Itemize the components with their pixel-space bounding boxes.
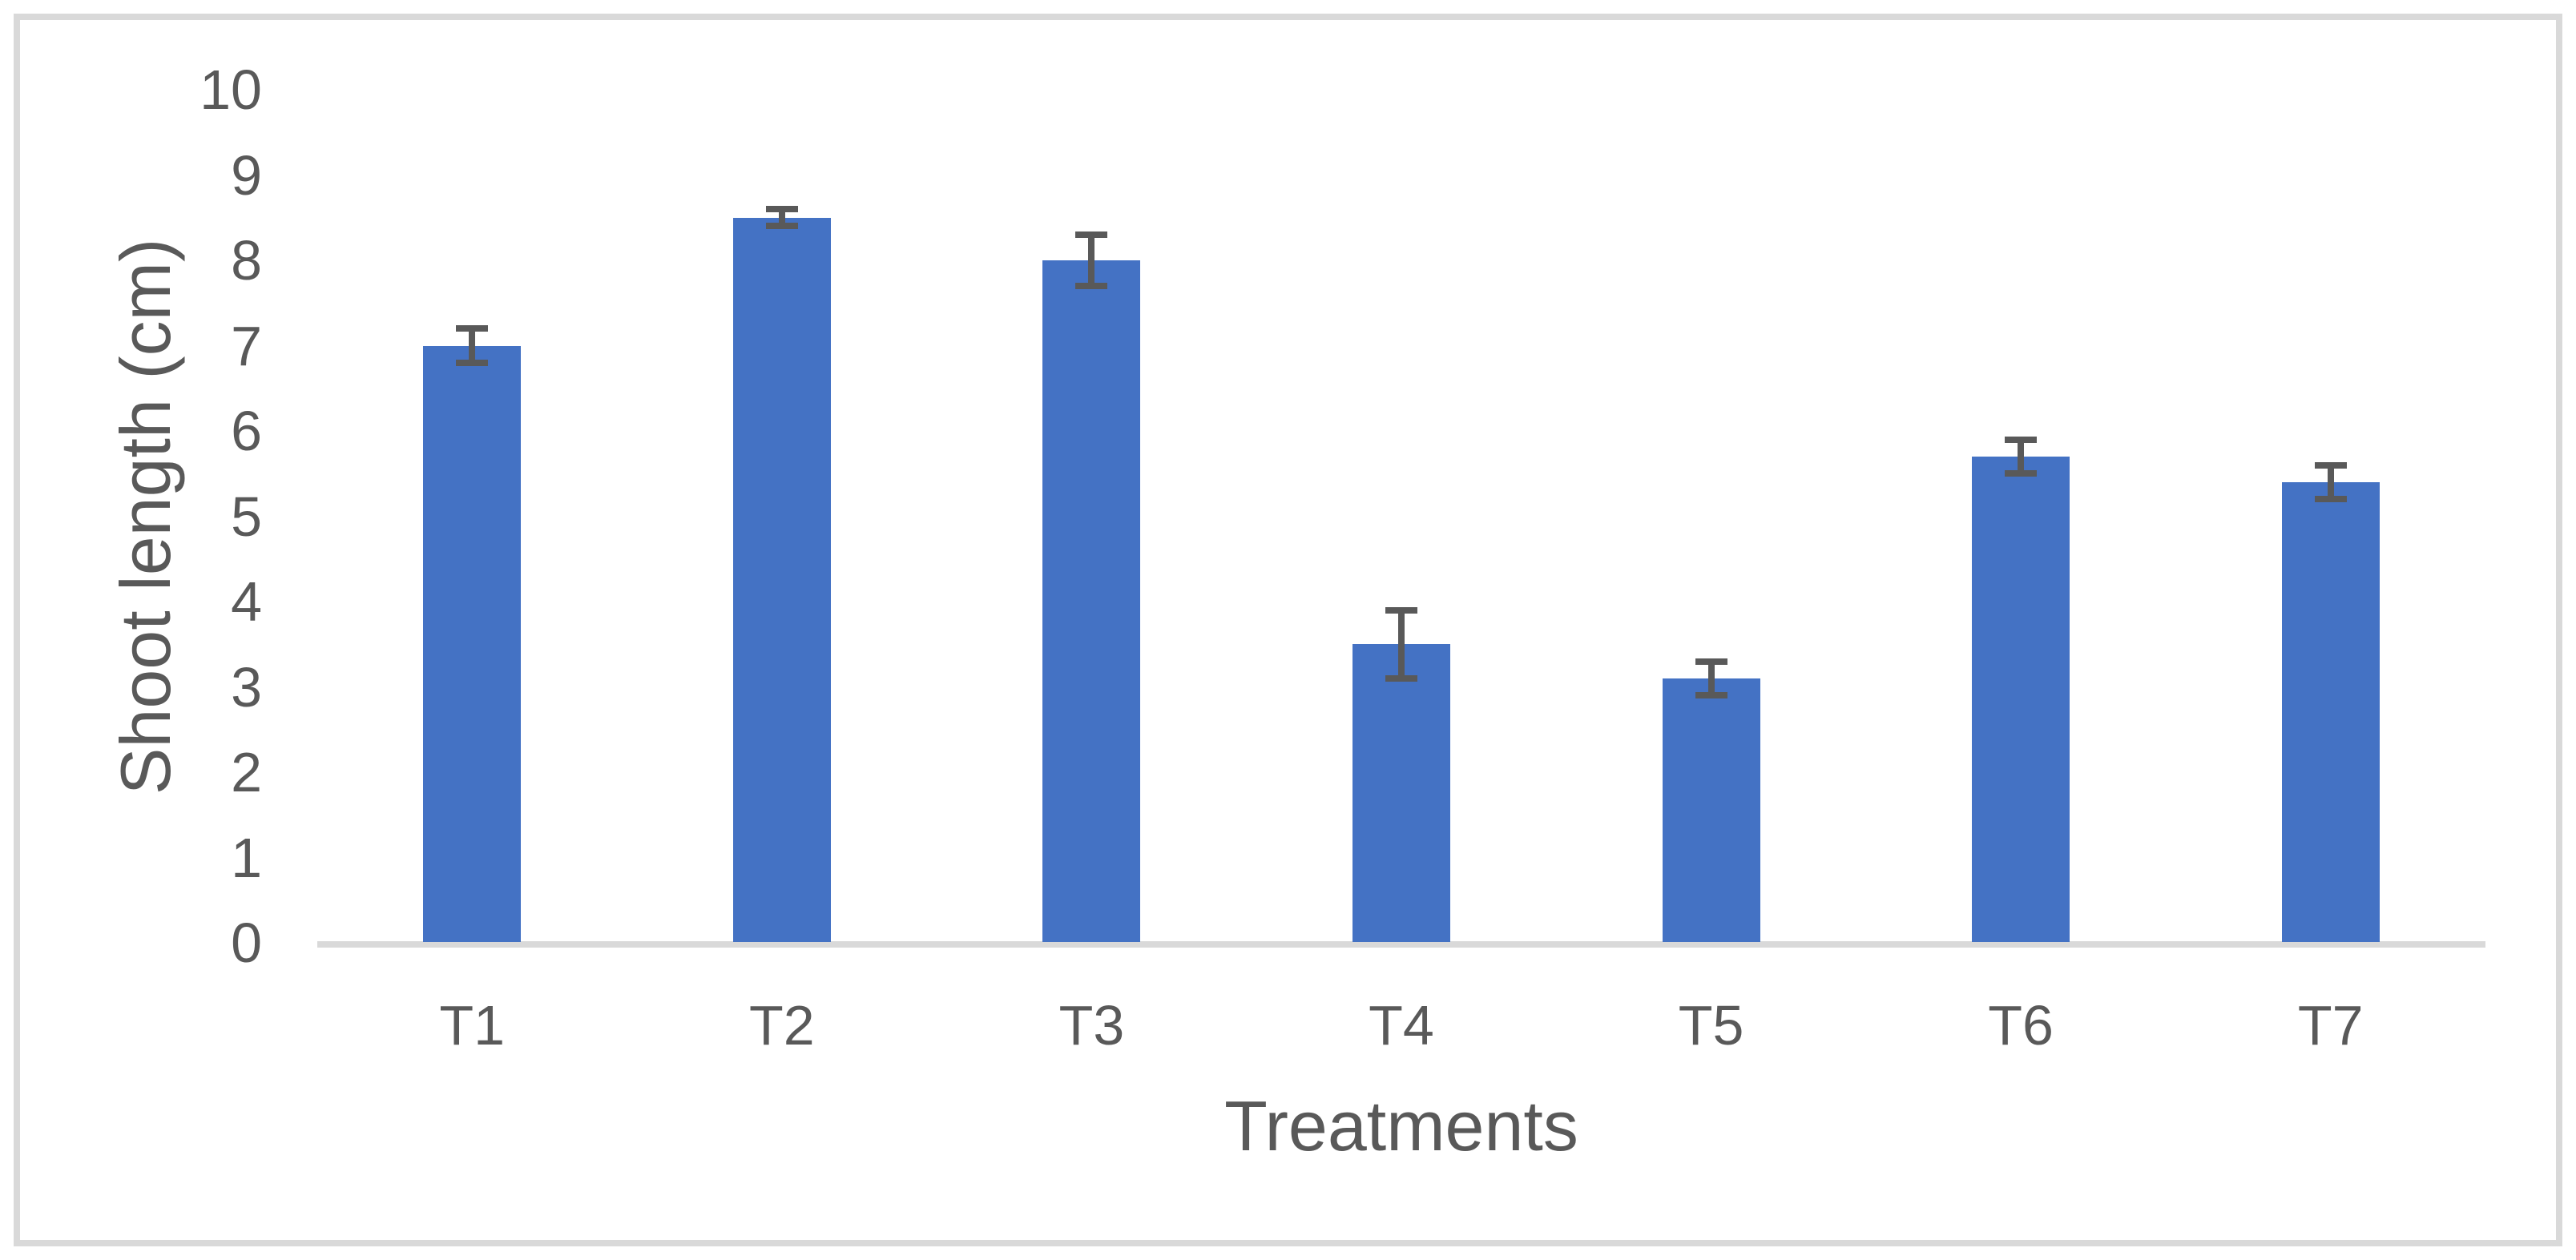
x-axis-line [317, 941, 2485, 948]
x-category-label-T1: T1 [439, 994, 506, 1057]
y-tick-label-2: 2 [231, 741, 262, 803]
error-bar-cap-lower-T3 [1075, 282, 1108, 289]
error-bar-cap-upper-T5 [1695, 658, 1727, 665]
chart-frame-border [14, 14, 2562, 1246]
y-tick-label-0: 0 [231, 912, 262, 974]
y-tick-label-3: 3 [231, 655, 262, 719]
error-bar-line-T4 [1398, 610, 1405, 678]
error-bar-cap-lower-T6 [2005, 470, 2038, 477]
error-bar-line-T3 [1088, 235, 1095, 286]
error-bar-line-T6 [2018, 439, 2025, 474]
error-bar-cap-upper-T7 [2314, 461, 2347, 469]
y-tick-label-1: 1 [231, 826, 262, 889]
bar-T2 [732, 217, 831, 942]
error-bar-line-T2 [778, 209, 785, 227]
bar-T5 [1662, 678, 1760, 942]
x-axis-title: Treatments [1224, 1086, 1578, 1165]
x-category-label-T7: T7 [2297, 994, 2364, 1057]
x-category-label-T3: T3 [1058, 994, 1125, 1057]
error-bar-line-T1 [469, 328, 476, 363]
error-bar-cap-lower-T1 [456, 359, 489, 366]
error-bar-cap-lower-T5 [1695, 692, 1727, 699]
error-bar-cap-upper-T4 [1385, 606, 1417, 614]
y-tick-label-6: 6 [231, 400, 262, 462]
y-tick-label-4: 4 [231, 570, 262, 633]
error-bar-line-T5 [1707, 661, 1715, 696]
error-bar-cap-upper-T2 [765, 206, 798, 213]
error-bar-line-T7 [2327, 465, 2334, 500]
error-bar-cap-upper-T3 [1075, 231, 1108, 239]
error-bar-cap-upper-T1 [456, 325, 489, 332]
y-tick-label-5: 5 [231, 485, 262, 548]
x-category-label-T5: T5 [1678, 994, 1744, 1057]
y-tick-label-7: 7 [231, 314, 262, 377]
error-bar-cap-lower-T7 [2314, 496, 2347, 503]
x-category-label-T4: T4 [1369, 994, 1434, 1057]
x-category-label-T6: T6 [1988, 994, 2054, 1057]
error-bar-cap-lower-T2 [765, 223, 798, 230]
bar-T1 [423, 345, 522, 942]
error-bar-cap-lower-T4 [1385, 674, 1417, 682]
bar-T7 [2281, 481, 2380, 942]
error-bar-cap-upper-T6 [2005, 436, 2038, 443]
y-tick-label-10: 10 [200, 58, 262, 121]
bar-T3 [1042, 260, 1141, 942]
y-tick-label-8: 8 [231, 229, 262, 292]
bar-T6 [1972, 456, 2070, 942]
x-category-label-T2: T2 [748, 994, 815, 1057]
y-tick-label-9: 9 [231, 143, 262, 207]
bar-T4 [1353, 644, 1450, 942]
